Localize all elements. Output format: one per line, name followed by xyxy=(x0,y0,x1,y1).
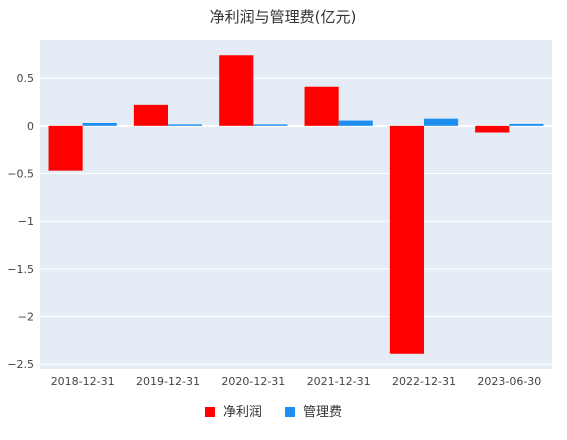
y-tick-label: 0.5 xyxy=(17,72,35,85)
bar-net-profit[interactable] xyxy=(475,125,510,133)
legend-swatch[interactable] xyxy=(285,407,295,417)
x-axis: 2018-12-31 2019-12-31 2020-12-31 2021-12-31… xyxy=(51,375,542,388)
bar-net-profit[interactable] xyxy=(48,125,83,171)
y-tick-label: −0.5 xyxy=(7,168,34,181)
y-tick-label: −1 xyxy=(18,215,34,228)
bar-net-profit[interactable] xyxy=(304,86,339,126)
bars xyxy=(48,55,544,354)
bar-admin-expense[interactable] xyxy=(338,120,373,126)
y-tick-label: −2 xyxy=(18,311,34,324)
bar-net-profit[interactable] xyxy=(389,125,424,354)
x-tick-label: 2018-12-31 xyxy=(51,375,115,388)
y-tick-label: 0 xyxy=(27,120,34,133)
bar-net-profit[interactable] xyxy=(219,55,254,126)
y-tick-label: −1.5 xyxy=(7,263,34,276)
legend[interactable]: 净利润 管理费 xyxy=(205,405,342,420)
x-tick-label: 2021-12-31 xyxy=(307,375,371,388)
bar-admin-expense[interactable] xyxy=(424,118,459,126)
bar-admin-expense[interactable] xyxy=(253,124,288,126)
x-tick-label: 2020-12-31 xyxy=(221,375,285,388)
legend-label[interactable]: 管理费 xyxy=(303,405,342,420)
legend-swatch[interactable] xyxy=(205,407,215,417)
x-tick-label: 2019-12-31 xyxy=(136,375,200,388)
bar-admin-expense[interactable] xyxy=(168,124,203,126)
bar-admin-expense[interactable] xyxy=(82,122,117,126)
legend-label[interactable]: 净利润 xyxy=(223,405,262,420)
plot-area xyxy=(40,40,552,369)
chart-title: 净利润与管理费(亿元) xyxy=(210,8,357,26)
y-axis: 0.5 0 −0.5 −1 −1.5 −2 −2.5 xyxy=(7,72,34,371)
x-tick-label: 2023-06-30 xyxy=(477,375,541,388)
bar-admin-expense[interactable] xyxy=(509,123,544,126)
y-tick-label: −2.5 xyxy=(7,358,34,371)
bar-net-profit[interactable] xyxy=(133,104,168,126)
x-tick-label: 2022-12-31 xyxy=(392,375,456,388)
grid-lines xyxy=(40,77,552,365)
